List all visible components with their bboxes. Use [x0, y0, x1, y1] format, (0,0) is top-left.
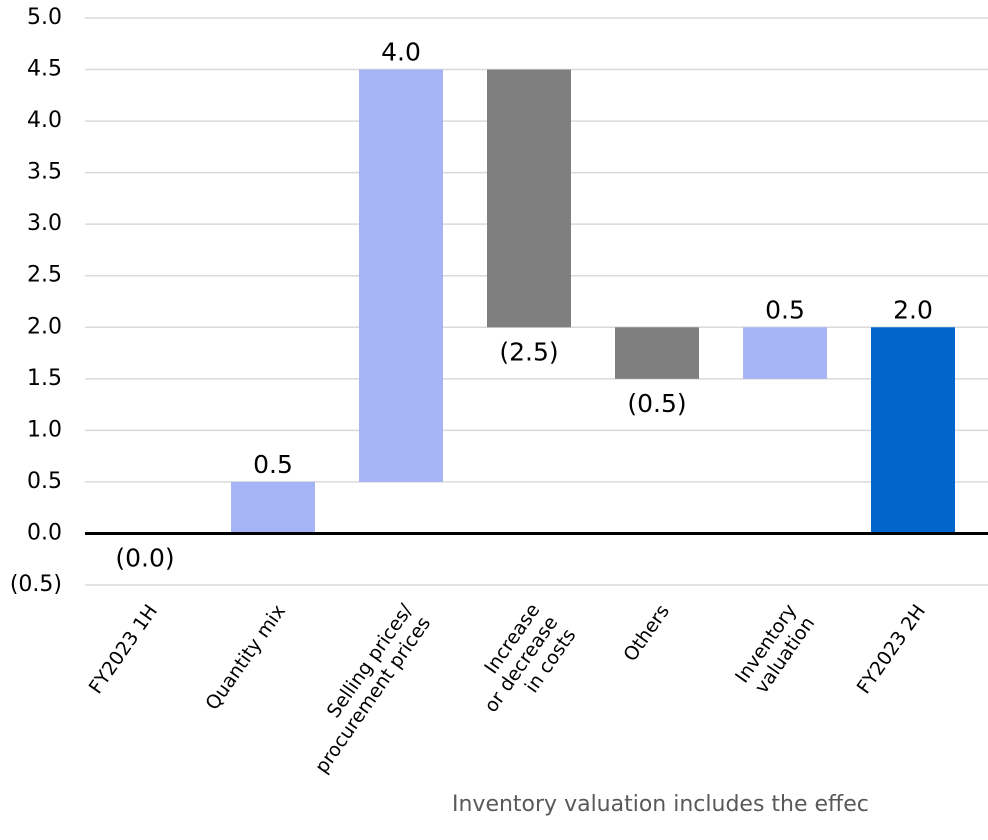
x-tick-label: Increaseor decreasein costs: [462, 599, 580, 729]
y-tick-label: 3.5: [27, 160, 62, 185]
y-tick-label: 1.5: [27, 366, 62, 391]
data-label: (2.5): [499, 337, 558, 366]
y-tick-label: 2.0: [27, 314, 62, 339]
y-tick-label: 2.5: [27, 263, 62, 288]
x-tick-label: Others: [619, 600, 674, 665]
bar: [615, 327, 699, 379]
bar: [871, 327, 955, 534]
x-tick-label: FY2023 1H: [84, 600, 161, 697]
x-tick-label: Selling prices/procurement prices: [292, 599, 435, 777]
y-tick-label: 4.0: [27, 108, 62, 133]
bar: [487, 69, 571, 328]
data-label: 0.5: [253, 450, 293, 479]
footnote: Inventory valuation includes the effec: [452, 792, 869, 817]
x-tick-label-line: Others: [619, 600, 674, 665]
data-label: 2.0: [893, 295, 933, 324]
data-label: 0.5: [765, 295, 805, 324]
y-tick-label: 4.5: [27, 57, 62, 82]
bar: [231, 481, 315, 534]
x-tick-label: FY2023 2H: [852, 600, 929, 697]
y-tick-label: 0.5: [27, 469, 62, 494]
y-tick-label: (0.5): [10, 572, 62, 597]
y-tick-label: 3.0: [27, 211, 62, 236]
x-tick-label-line: Quantity mix: [201, 600, 290, 714]
x-tick-label: Quantity mix: [201, 600, 290, 714]
data-label: (0.5): [627, 389, 686, 418]
data-label: 4.0: [381, 38, 421, 67]
bar: [359, 69, 443, 482]
x-tick-label-line: FY2023 2H: [852, 600, 929, 697]
y-tick-label: 1.0: [27, 417, 62, 442]
y-tick-label: 5.0: [27, 5, 62, 30]
y-tick-label: 0.0: [27, 520, 62, 545]
x-tick-label-line: FY2023 1H: [84, 600, 161, 697]
x-tick-label: Inventoryvaluation: [731, 600, 819, 700]
bar: [743, 327, 827, 379]
data-label: (0.0): [115, 543, 174, 572]
